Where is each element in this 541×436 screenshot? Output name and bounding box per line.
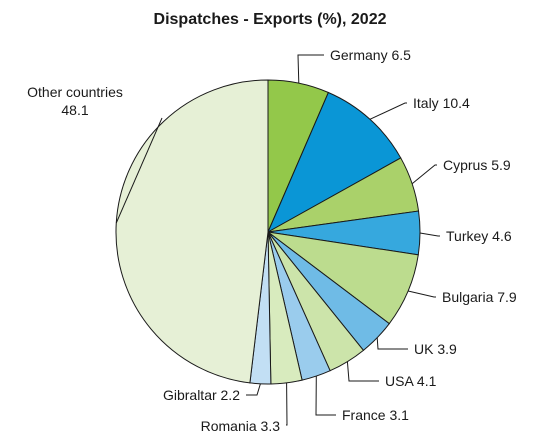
slice-label: Italy 10.4 — [413, 95, 470, 111]
leader-line — [115, 117, 163, 224]
slice-label: Gibraltar 2.2 — [163, 387, 240, 403]
slice-label: Turkey 4.6 — [446, 228, 512, 244]
slice-label: Bulgaria 7.9 — [442, 289, 517, 305]
pie-slices — [115, 79, 421, 385]
slice-label: Romania 3.3 — [201, 418, 281, 434]
leader-line — [411, 164, 437, 185]
leader-lines — [115, 54, 440, 426]
leader-line — [376, 337, 408, 350]
slice-label-value: 48.1 — [61, 102, 88, 118]
slice-label: USA 4.1 — [385, 373, 437, 389]
slice-label: Germany 6.5 — [330, 47, 411, 63]
slice-label-name: Other countries — [27, 84, 123, 100]
chart-title: Dispatches - Exports (%), 2022 — [154, 11, 387, 28]
slice-label: France 3.1 — [342, 407, 409, 423]
leader-line — [286, 382, 288, 426]
pie-slice-other-countries — [115, 79, 269, 384]
leader-line — [369, 102, 407, 120]
slice-label: UK 3.9 — [414, 341, 457, 357]
slice-label: Cyprus 5.9 — [443, 157, 511, 173]
slice-labels: Germany 6.5 Italy 10.4 Cyprus 5.9 Turkey 4.… — [27, 47, 517, 434]
leader-line — [246, 383, 261, 396]
leader-line — [419, 232, 440, 237]
leader-line — [407, 290, 436, 298]
leader-line — [297, 54, 324, 84]
leader-line — [346, 361, 379, 382]
leader-line — [315, 376, 336, 416]
